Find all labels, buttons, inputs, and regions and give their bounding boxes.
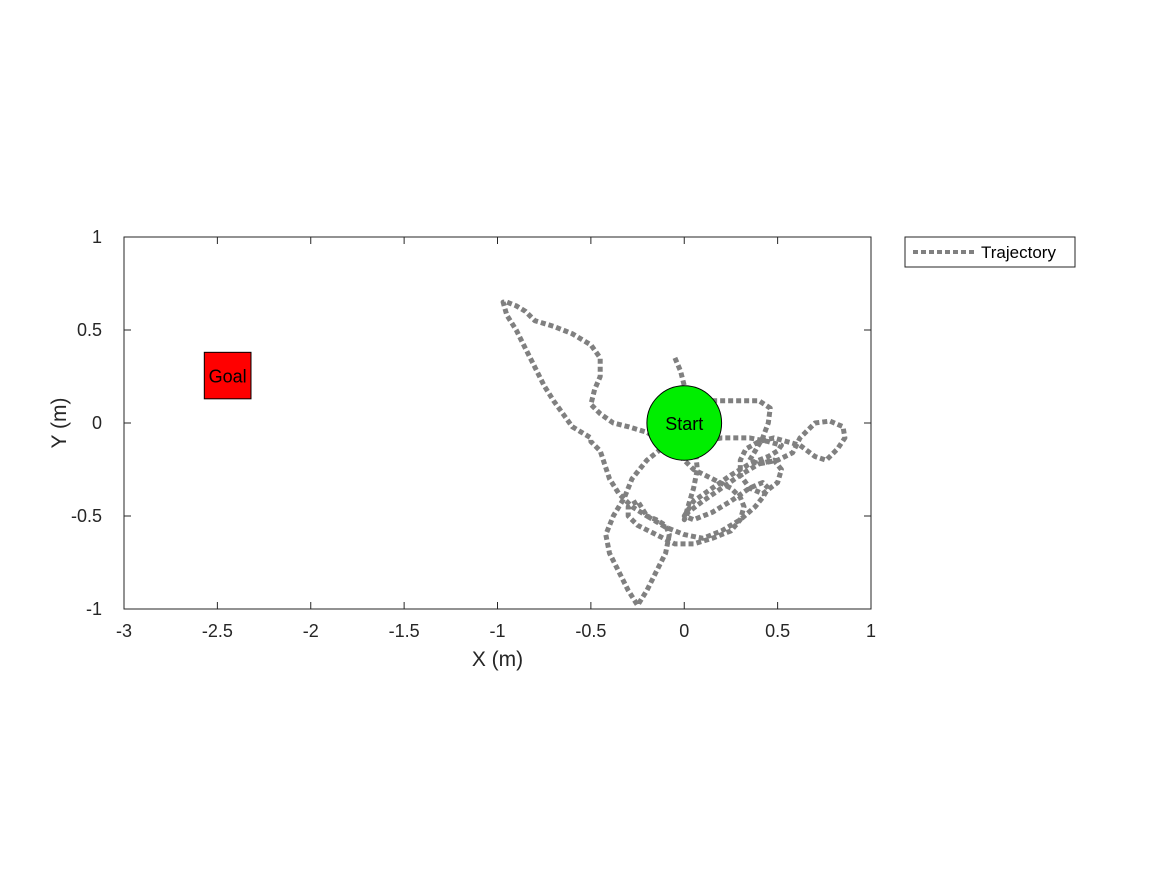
- x-tick-label: 1: [866, 621, 876, 641]
- x-tick-label: -2.5: [202, 621, 233, 641]
- goal-square: [203, 351, 252, 400]
- y-axis-label: Y (m): [48, 398, 71, 449]
- x-tick-label: -0.5: [575, 621, 606, 641]
- start-label: Start: [665, 414, 703, 434]
- trajectory-series: [500, 299, 848, 608]
- y-tick-label: -0.5: [71, 506, 102, 526]
- y-tick-label: -1: [86, 599, 102, 619]
- goal-marker: Goal: [203, 351, 252, 400]
- legend-trajectory-label: Trajectory: [981, 243, 1056, 262]
- y-tick-label: 1: [92, 227, 102, 247]
- goal-label: Goal: [209, 367, 247, 387]
- start-circle: [646, 385, 723, 461]
- y-tick-label: 0: [92, 413, 102, 433]
- x-tick-label: -1.5: [389, 621, 420, 641]
- x-tick-label: -1: [489, 621, 505, 641]
- x-axis-label: X (m): [472, 648, 523, 671]
- x-tick-label: -3: [116, 621, 132, 641]
- axes-box: [123, 236, 872, 610]
- x-tick-label: -2: [303, 621, 319, 641]
- y-tick-label: 0.5: [77, 320, 102, 340]
- x-tick-label: 0.5: [765, 621, 790, 641]
- x-tick-label: 0: [679, 621, 689, 641]
- y-axis-ticks: -1 -0.5 0 0.5 1: [71, 227, 871, 619]
- plot-area: Goal Start: [123, 236, 872, 610]
- legend: Trajectory: [904, 236, 1076, 268]
- trajectory-line: [500, 299, 848, 608]
- start-marker: Start: [646, 385, 723, 461]
- x-axis-ticks: -3 -2.5 -2 -1.5 -1 -0.5 0 0.5 1: [116, 237, 876, 641]
